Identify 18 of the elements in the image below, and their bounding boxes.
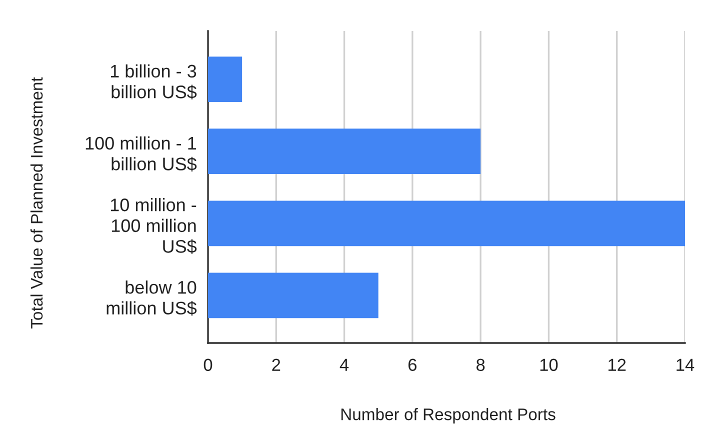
y-tick-label: 100 million - 1 billion US$ [86, 136, 197, 172]
x-tick-label: 14 [676, 358, 694, 371]
y-tick-label: 10 million - 100 million US$ [110, 198, 197, 254]
x-tick-label: 4 [340, 358, 349, 371]
bar [208, 272, 378, 318]
y-tick-label: 1 billion - 3 billion US$ [110, 64, 197, 100]
y-axis-title: Total Value of Planned Investment [30, 77, 43, 328]
x-tick-label: 10 [540, 358, 558, 372]
x-tick-label: 6 [408, 358, 416, 372]
x-tick-label: 0 [204, 358, 212, 372]
x-tick-label: 8 [476, 358, 485, 372]
bar [208, 56, 242, 102]
x-tick-label: 2 [272, 358, 280, 371]
bar [208, 128, 481, 174]
x-tick-label: 12 [608, 358, 626, 371]
bar [208, 200, 685, 246]
x-axis-title: Number of Respondent Ports [341, 408, 556, 424]
y-tick-label: below 10 million US$ [106, 280, 197, 316]
